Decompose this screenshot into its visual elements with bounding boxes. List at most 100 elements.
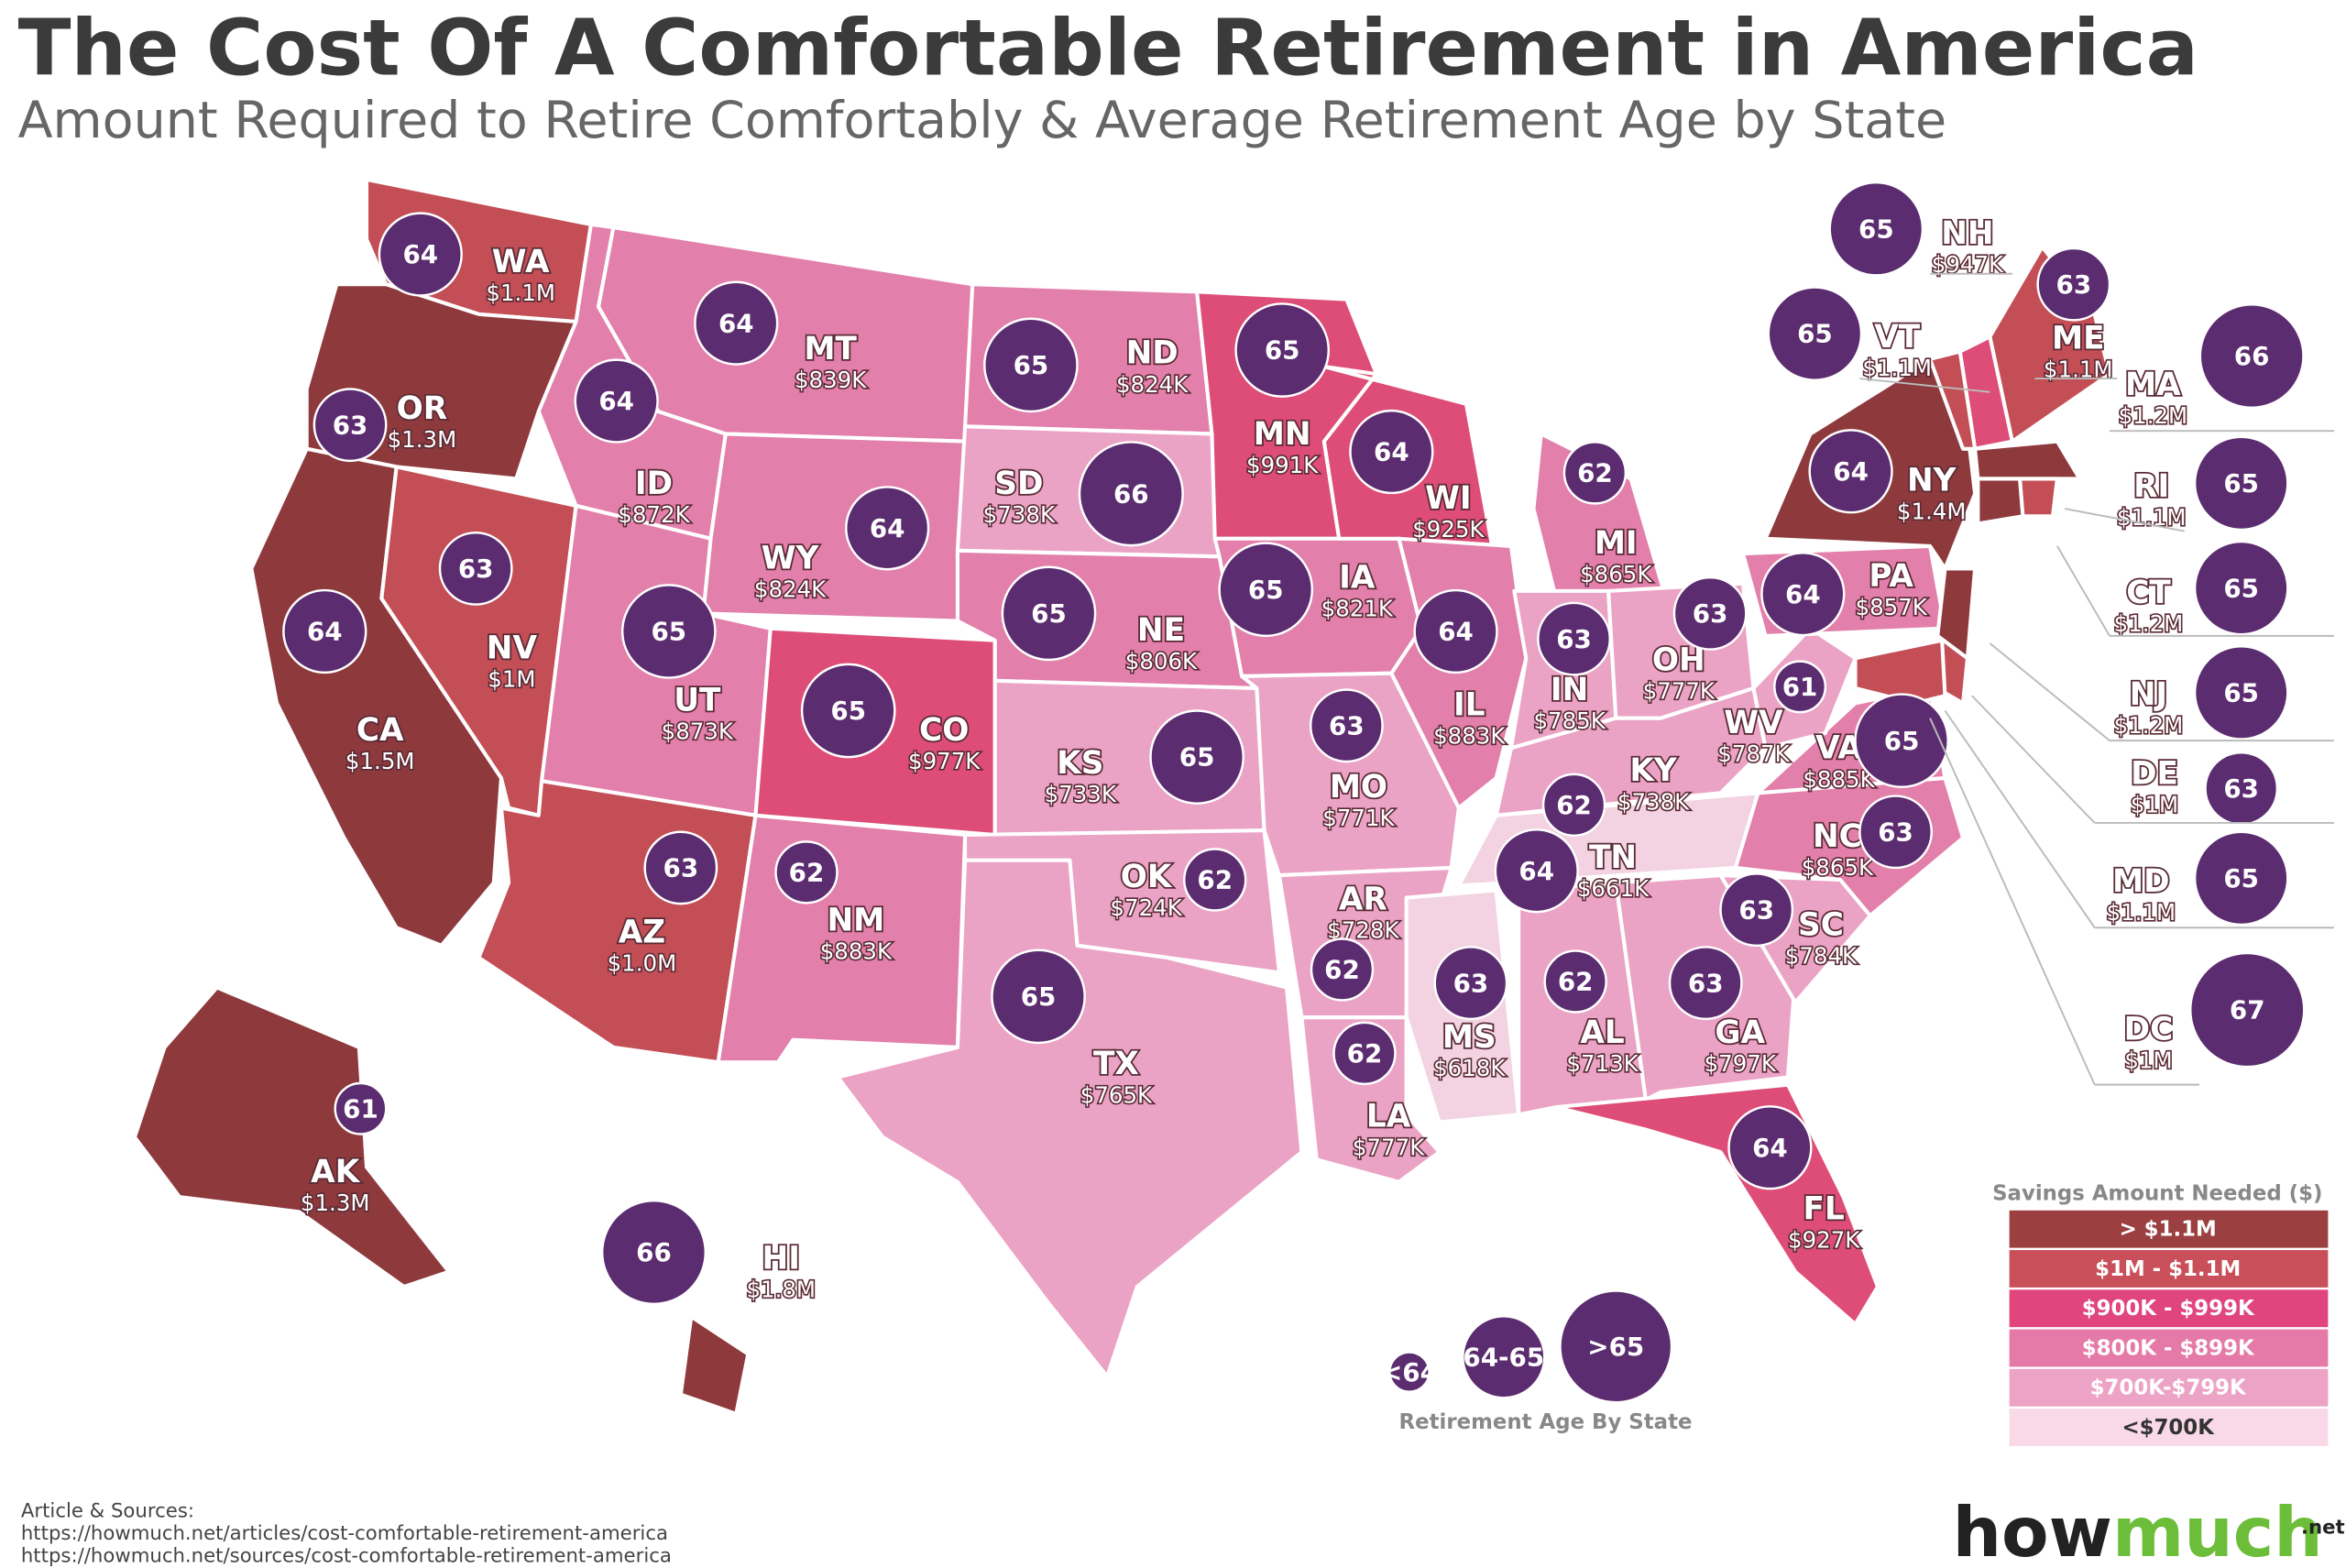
state-abbr: ND <box>1126 335 1178 372</box>
age-label: 65 <box>651 617 686 647</box>
age-label: 66 <box>636 1237 672 1267</box>
age-legend-label: >65 <box>1587 1332 1644 1362</box>
age-circle <box>1760 552 1846 637</box>
subtitle: Amount Required to Retire Comfortably & … <box>18 91 1947 150</box>
state-amount: $1.1M <box>486 280 555 306</box>
age-label: 64 <box>307 617 343 647</box>
state-amount: $1.8M <box>746 1276 816 1302</box>
age-label: 67 <box>2230 995 2265 1025</box>
age-circle <box>774 840 839 905</box>
age-label: 65 <box>1179 742 1215 773</box>
age-label: 64 <box>1752 1133 1788 1163</box>
age-circle <box>1773 660 1827 714</box>
age-label: 62 <box>1347 1038 1383 1069</box>
state-abbr: PA <box>1869 558 1913 595</box>
state-amount: $787K <box>1717 740 1790 767</box>
state-amount: $777K <box>1353 1134 1425 1160</box>
state-amount: $738K <box>983 501 1056 528</box>
state-abbr: AZ <box>619 915 665 951</box>
age-circle <box>1537 601 1611 676</box>
age-circle <box>334 1081 388 1135</box>
age-legend-title: Retirement Age By State <box>1399 1410 1693 1434</box>
age-label: 65 <box>830 696 866 726</box>
age-label: 62 <box>1558 967 1594 997</box>
age-circles: 64 63 64 63 64 64 64 65 63 65 62 65 66 65 65 62 65 65 65 63… <box>282 181 2306 1306</box>
age-label: 62 <box>1324 955 1360 985</box>
state-abbr: MO <box>1330 769 1387 806</box>
legend-label: > $1.1M <box>2120 1218 2217 1242</box>
age-circle <box>983 317 1079 413</box>
age-circle <box>600 1199 707 1306</box>
state-abbr: NC <box>1813 818 1862 855</box>
state-amount: $661K <box>1577 875 1650 902</box>
age-legend-bubble <box>1560 1290 1672 1403</box>
state-shape <box>477 779 758 1065</box>
age-legend-label: 64-65 <box>1463 1342 1544 1372</box>
title: The Cost Of A Comfortable Retirement in … <box>18 4 2198 94</box>
age-circle <box>282 588 367 674</box>
legend-label: <$700K <box>2121 1416 2215 1440</box>
state-amount: $1.2M <box>2114 712 2184 739</box>
state-abbr: SD <box>994 466 1043 502</box>
age-label: 63 <box>1693 598 1728 629</box>
state-amount: $821K <box>1321 596 1394 622</box>
state-amount: $618K <box>1433 1055 1506 1081</box>
age-label: 66 <box>1113 478 1149 509</box>
age-label: 63 <box>663 853 699 883</box>
age-circle <box>1828 181 1924 277</box>
callout-lines <box>1859 272 2334 1086</box>
age-label: 62 <box>1197 865 1233 895</box>
age-label: 62 <box>789 857 825 887</box>
state-amount: $765K <box>1080 1081 1153 1108</box>
logo-suffix: .net <box>2301 1516 2345 1539</box>
state-abbr: OH <box>1652 641 1705 678</box>
age-legend: Retirement Age By State <64 64-65 >65 <box>1381 1290 1693 1434</box>
age-circle <box>1001 565 1097 662</box>
age-label: 64 <box>1518 856 1554 886</box>
state-amount: $1.5M <box>345 748 415 774</box>
age-circle <box>1854 693 1949 788</box>
age-label: 65 <box>1797 319 1833 349</box>
age-legend-label: <64 <box>1381 1357 1438 1387</box>
state-abbr: NJ <box>2130 676 2167 713</box>
age-label: 62 <box>1556 790 1592 820</box>
age-label: 63 <box>1878 817 1913 847</box>
state-amount: $777K <box>1643 677 1716 704</box>
age-label: 64 <box>1374 437 1409 467</box>
age-label: 64 <box>1438 617 1474 647</box>
age-circle <box>620 584 717 679</box>
age-circle <box>800 663 896 759</box>
age-label: 63 <box>2223 773 2259 804</box>
legend-swatch <box>2009 1210 2329 1248</box>
age-circle <box>2036 247 2111 322</box>
age-circle <box>1218 542 1314 638</box>
age-circle <box>438 531 513 606</box>
age-circle <box>2193 540 2289 636</box>
state-amount: $925K <box>1412 516 1485 543</box>
age-circle <box>1808 429 1893 514</box>
legend-swatch <box>2009 1289 2329 1328</box>
state-abbr: ID <box>635 466 673 502</box>
legend-label: $900K - $999K <box>2082 1297 2255 1321</box>
state-amount: $1.0M <box>608 950 677 977</box>
state-abbr: MI <box>1595 525 1638 562</box>
age-circle <box>1668 946 1743 1021</box>
state-amount: $733K <box>1045 781 1117 807</box>
legend-swatch <box>2009 1329 2329 1367</box>
legend-label: $800K - $899K <box>2082 1336 2255 1360</box>
logo-part: much <box>2112 1492 2323 1568</box>
state-amount: $883K <box>1433 722 1506 749</box>
legend-label: $1M - $1.1M <box>2095 1257 2241 1281</box>
age-circle <box>312 388 388 463</box>
state-abbr: SC <box>1798 906 1844 943</box>
age-circle <box>694 280 779 366</box>
legend-swatch <box>2009 1368 2329 1407</box>
state-abbr: LA <box>1366 1098 1411 1135</box>
state-abbr: IN <box>1551 672 1588 708</box>
state-shape <box>701 432 968 623</box>
age-label: 63 <box>1738 894 1774 925</box>
state-amount: $824K <box>754 576 827 602</box>
age-circle <box>1543 949 1607 1014</box>
age-label: 61 <box>1782 672 1818 702</box>
age-label: 65 <box>1265 335 1300 366</box>
